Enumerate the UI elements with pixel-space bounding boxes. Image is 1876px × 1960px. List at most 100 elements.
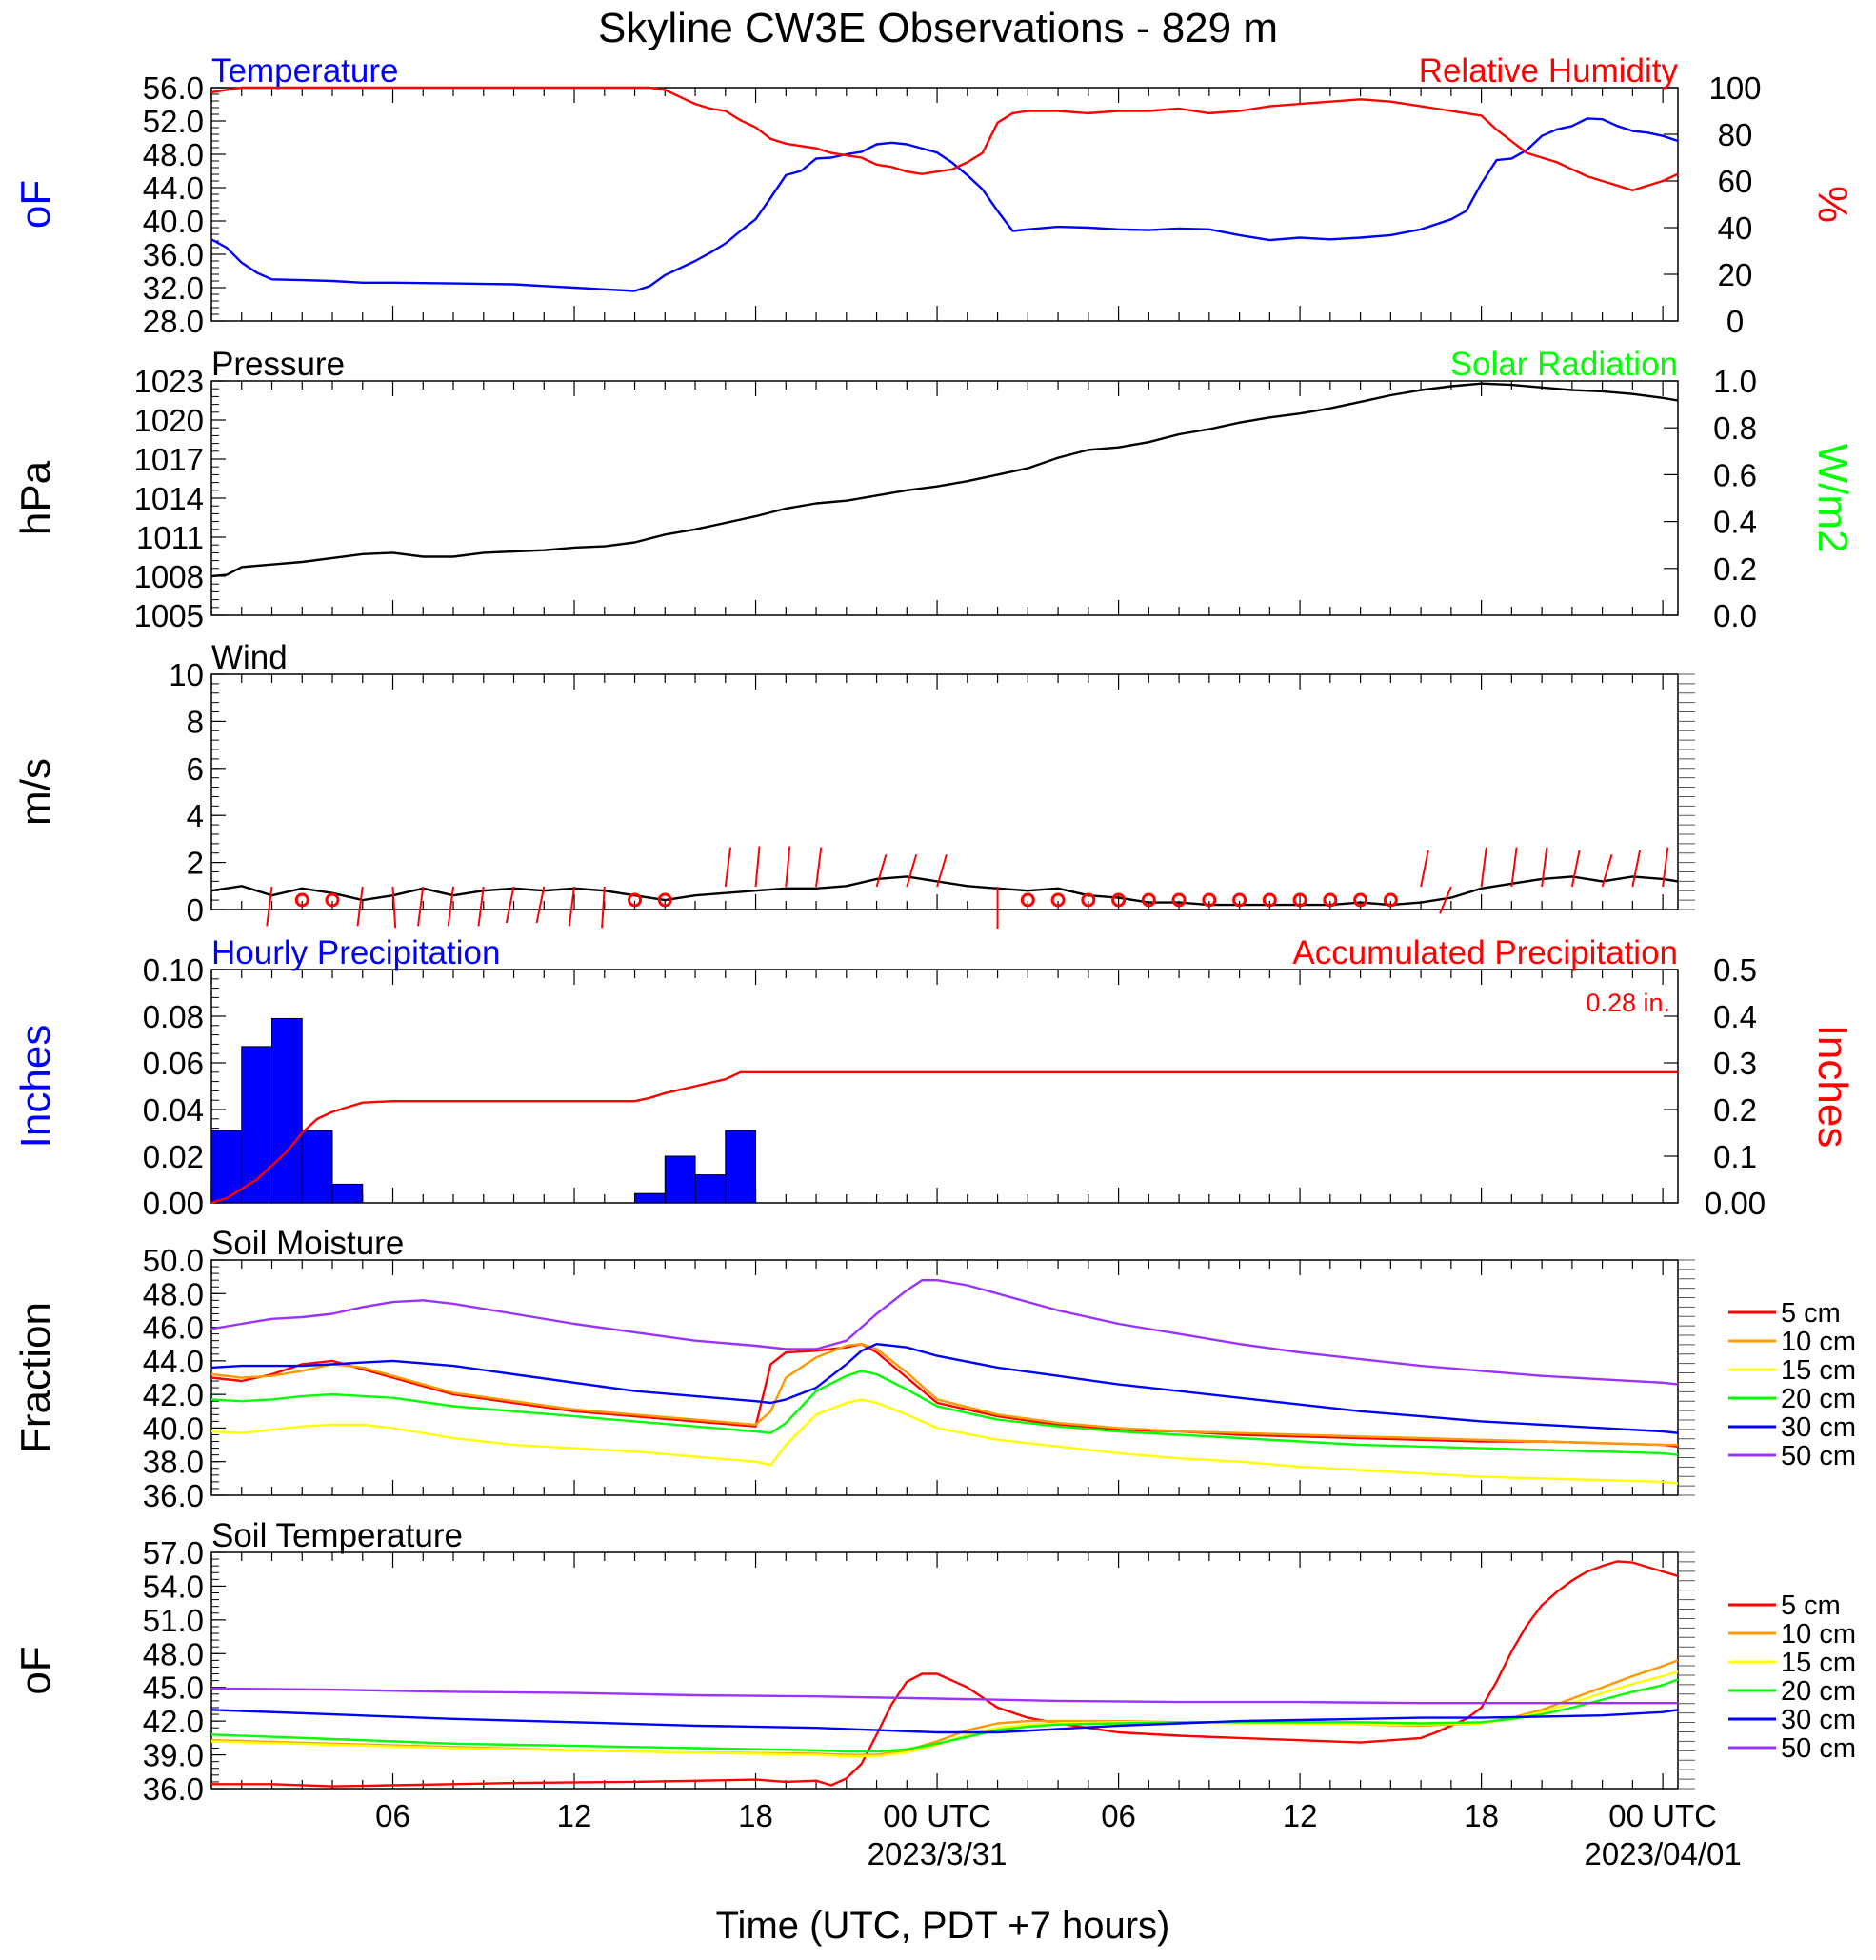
y-tick-label: 42.0 bbox=[143, 1704, 204, 1739]
calm-wind-marker bbox=[1383, 892, 1398, 908]
x-tick-label: 06 bbox=[375, 1798, 410, 1833]
precip-bar bbox=[694, 1174, 727, 1204]
y-tick-label: 1014 bbox=[134, 481, 204, 516]
series-line-relative-humidity bbox=[210, 86, 1679, 192]
wind-barb bbox=[417, 886, 425, 927]
y-tick-label-right: 0.2 bbox=[1713, 1092, 1757, 1128]
y-tick-label: 0 bbox=[187, 892, 204, 928]
series-line-5-cm bbox=[210, 1342, 1679, 1448]
series-line-15-cm bbox=[210, 1398, 1679, 1485]
temperature_rh-frame bbox=[210, 87, 1679, 322]
soil_moisture-frame bbox=[210, 1259, 1679, 1496]
x-tick-label: 00 UTC bbox=[1608, 1798, 1717, 1833]
soil_temperature-panel: 36.039.042.045.048.051.054.057.0 Soil Tem… bbox=[12, 1517, 1856, 1807]
y-tick-label: 39.0 bbox=[143, 1738, 204, 1773]
y-tick-label: 36.0 bbox=[143, 1771, 204, 1807]
y-axis-label-left: hPa bbox=[12, 460, 59, 535]
y-tick-label: 40.0 bbox=[143, 1410, 204, 1446]
y-tick-label: 44.0 bbox=[143, 1344, 204, 1379]
precip-bar bbox=[210, 1130, 243, 1204]
precip-bar bbox=[241, 1046, 273, 1204]
wind-barb bbox=[568, 886, 576, 927]
wind-barb bbox=[447, 886, 455, 927]
y-tick-label: 50.0 bbox=[143, 1243, 204, 1278]
wind-barb bbox=[1601, 854, 1613, 888]
y-axis-label-left: Inches bbox=[12, 1025, 59, 1149]
y-tick-label-right: 0.0 bbox=[1713, 598, 1757, 633]
y-tick-label: 0.10 bbox=[143, 952, 204, 988]
y-axis-label-left: Fraction bbox=[12, 1302, 59, 1453]
y-tick-label: 36.0 bbox=[143, 237, 204, 272]
legend-label: 50 cm bbox=[1781, 1441, 1856, 1471]
y-tick-label: 0.02 bbox=[143, 1139, 204, 1174]
y-axis-label-left: oF bbox=[12, 180, 59, 229]
wind-barb bbox=[1631, 850, 1642, 888]
legend-label: 50 cm bbox=[1781, 1733, 1856, 1764]
y-axis-label-right: W/m2 bbox=[1809, 444, 1856, 553]
legend-label: 20 cm bbox=[1781, 1384, 1856, 1414]
series-line-accumulated-precipitation bbox=[210, 1070, 1678, 1205]
x-axis-title: Time (UTC, PDT +7 hours) bbox=[716, 1905, 1170, 1947]
y-tick-label: 0.00 bbox=[143, 1186, 204, 1221]
y-tick-label-right: 1.0 bbox=[1713, 364, 1757, 399]
y-tick-label: 44.0 bbox=[143, 170, 204, 206]
wind-barb bbox=[936, 854, 948, 888]
y-tick-label: 6 bbox=[187, 751, 204, 787]
x-tick-label: 18 bbox=[1464, 1798, 1499, 1833]
y-axis-label-right: Inches bbox=[1809, 1025, 1856, 1149]
y-tick-label-right: 40 bbox=[1718, 210, 1753, 246]
y-tick-label: 32.0 bbox=[143, 270, 204, 306]
precip-bar bbox=[664, 1155, 696, 1204]
calm-wind-marker bbox=[1141, 892, 1156, 908]
wind-barb bbox=[1541, 847, 1548, 888]
y-tick-label: 42.0 bbox=[143, 1377, 204, 1412]
wind-barb bbox=[601, 886, 606, 929]
precipitation-panel: 0.00 0.02 0.04 0.06 0.08 0.10 0.00 0.1 0.2 0.3 0.4… bbox=[12, 934, 1856, 1221]
y-tick-label: 48.0 bbox=[143, 1276, 204, 1311]
calm-wind-marker bbox=[1323, 892, 1338, 908]
precip-bar bbox=[725, 1130, 757, 1204]
y-tick-label: 54.0 bbox=[143, 1569, 204, 1604]
y-tick-label: 4 bbox=[187, 798, 204, 833]
x-tick-label: 00 UTC bbox=[883, 1798, 991, 1833]
y-tick-label: 48.0 bbox=[143, 1636, 204, 1671]
wind-barb bbox=[1420, 850, 1429, 888]
legend-label: 10 cm bbox=[1781, 1327, 1856, 1357]
y-tick-label: 2 bbox=[187, 846, 204, 881]
series-line-10-cm bbox=[210, 1659, 1679, 1756]
wind-barb bbox=[266, 886, 273, 927]
calm-wind-marker bbox=[657, 892, 672, 908]
calm-wind-marker bbox=[1171, 892, 1187, 908]
panel-title-right: Accumulated Precipitation bbox=[1292, 934, 1678, 971]
y-tick-label-right: 0.3 bbox=[1713, 1046, 1757, 1081]
y-tick-label: 56.0 bbox=[143, 70, 204, 106]
y-tick-label: 51.0 bbox=[143, 1603, 204, 1638]
precip-bar bbox=[634, 1192, 666, 1204]
series-line-temperature bbox=[210, 117, 1679, 292]
y-tick-label: 52.0 bbox=[143, 104, 204, 139]
calm-wind-marker bbox=[1020, 892, 1035, 908]
legend-label: 20 cm bbox=[1781, 1676, 1856, 1707]
panel-title-left: Soil Temperature bbox=[211, 1517, 463, 1554]
y-tick-label-right: 80 bbox=[1718, 117, 1753, 152]
calm-wind-marker bbox=[1262, 892, 1277, 908]
x-tick-label: 06 bbox=[1101, 1798, 1136, 1833]
panel-title-left: Pressure bbox=[211, 346, 345, 383]
wind-barb bbox=[356, 886, 364, 927]
calm-wind-marker bbox=[1202, 892, 1217, 908]
y-tick-label: 10 bbox=[169, 657, 204, 692]
calm-wind-marker bbox=[1050, 892, 1066, 908]
legend-label: 15 cm bbox=[1781, 1355, 1856, 1386]
legend-label: 30 cm bbox=[1781, 1412, 1856, 1443]
y-tick-label-right: 0.00 bbox=[1705, 1186, 1766, 1221]
accumulated-total-label: 0.28 in. bbox=[1586, 989, 1670, 1017]
panel-title-right: Solar Radiation bbox=[1450, 346, 1678, 383]
wind-barb bbox=[785, 846, 791, 888]
calm-wind-marker bbox=[628, 892, 643, 908]
soil_moisture-panel: 36.038.040.042.044.046.048.050.0 Soil Moi… bbox=[12, 1225, 1856, 1513]
y-tick-label: 1011 bbox=[136, 520, 204, 555]
wind-barb bbox=[1570, 850, 1581, 888]
x-tick-date-label: 2023/3/31 bbox=[868, 1836, 1008, 1871]
